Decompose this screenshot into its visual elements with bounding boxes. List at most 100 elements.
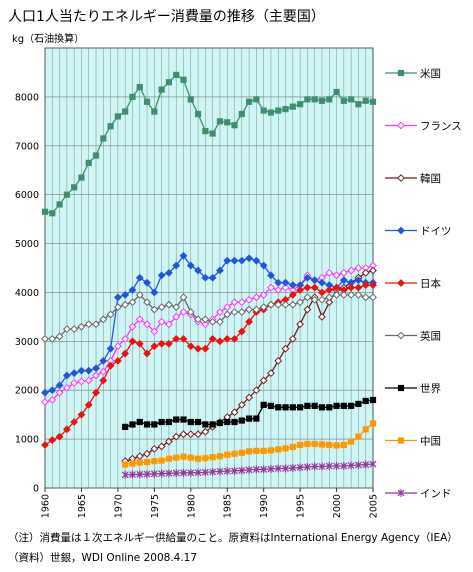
data-point xyxy=(348,438,355,445)
data-point xyxy=(55,381,64,390)
data-point xyxy=(194,455,202,462)
legend-marker xyxy=(397,384,405,392)
data-point xyxy=(216,419,224,427)
data-point xyxy=(245,295,253,304)
data-point xyxy=(85,159,92,166)
data-point xyxy=(333,442,340,449)
data-point xyxy=(275,404,282,411)
data-point xyxy=(179,334,188,343)
y-tick-label: 0 xyxy=(33,484,39,495)
data-point xyxy=(369,420,377,427)
data-point xyxy=(113,342,122,351)
legend-marker xyxy=(397,121,405,130)
data-point xyxy=(354,290,363,299)
data-point xyxy=(187,454,194,461)
data-point xyxy=(259,261,268,270)
legend-label: ドイツ xyxy=(420,226,452,238)
data-point xyxy=(340,402,347,409)
data-point xyxy=(106,344,115,353)
data-point xyxy=(348,96,355,103)
data-point xyxy=(41,208,49,215)
data-point xyxy=(165,418,173,426)
data-point xyxy=(158,86,165,93)
data-point xyxy=(318,441,326,448)
data-point xyxy=(92,388,100,397)
data-point xyxy=(48,334,57,343)
data-point xyxy=(318,295,326,304)
data-point xyxy=(165,469,173,478)
data-point xyxy=(158,469,166,478)
data-point xyxy=(288,334,297,343)
data-point xyxy=(274,464,282,473)
data-point xyxy=(180,416,187,423)
data-point xyxy=(143,421,151,428)
data-point xyxy=(77,366,86,375)
data-point xyxy=(172,303,181,312)
data-point xyxy=(99,367,108,376)
data-point xyxy=(143,449,151,458)
data-point xyxy=(245,415,253,422)
plot-background xyxy=(44,47,374,489)
data-point xyxy=(194,110,202,118)
data-point xyxy=(223,303,232,312)
data-point xyxy=(245,393,253,402)
data-point xyxy=(70,325,79,334)
data-point xyxy=(361,268,370,277)
data-point xyxy=(325,462,333,470)
legend-entry: 米国 xyxy=(385,67,441,80)
data-point xyxy=(318,462,326,471)
data-point xyxy=(361,281,370,290)
y-tick-label: 4000 xyxy=(15,288,39,299)
data-point xyxy=(332,283,341,292)
data-point xyxy=(231,466,238,475)
data-point xyxy=(48,436,57,444)
data-point xyxy=(151,458,158,465)
data-point xyxy=(304,402,311,409)
data-point xyxy=(245,465,253,474)
legend-label: 世界 xyxy=(420,383,441,395)
data-point xyxy=(179,430,188,439)
data-point xyxy=(260,401,267,408)
legend-label: 日本 xyxy=(420,277,441,290)
data-point xyxy=(121,300,130,309)
series-0 xyxy=(41,71,377,217)
data-point xyxy=(348,402,355,409)
legend-marker xyxy=(397,69,405,77)
data-point xyxy=(151,108,158,115)
data-point xyxy=(55,432,64,441)
data-point xyxy=(157,271,166,280)
data-point xyxy=(355,433,362,440)
data-point xyxy=(208,317,217,326)
data-point xyxy=(157,442,166,451)
data-point xyxy=(282,445,289,452)
data-point xyxy=(194,266,202,275)
data-point xyxy=(55,332,64,341)
data-point xyxy=(369,281,377,290)
data-point xyxy=(253,447,260,454)
data-point xyxy=(92,371,100,380)
data-point xyxy=(216,337,224,346)
data-point xyxy=(259,290,268,299)
data-point xyxy=(201,344,210,353)
data-point xyxy=(157,303,166,312)
data-point xyxy=(332,271,341,280)
data-point xyxy=(70,418,79,426)
data-point xyxy=(202,128,209,135)
grid xyxy=(45,48,373,488)
data-point xyxy=(339,276,348,285)
data-point xyxy=(339,290,348,299)
data-point xyxy=(245,254,253,263)
data-point xyxy=(238,466,246,475)
data-point xyxy=(121,334,130,343)
data-point xyxy=(326,404,333,411)
data-point xyxy=(310,295,319,304)
x-tick-label: 1975 xyxy=(150,494,161,518)
x-tick-label: 2000 xyxy=(332,494,343,518)
data-point xyxy=(252,305,261,314)
data-point xyxy=(122,423,129,430)
series-line xyxy=(44,74,374,214)
data-point xyxy=(304,96,311,103)
legend-label: 英国 xyxy=(420,330,441,343)
data-point xyxy=(340,462,348,470)
data-point xyxy=(311,402,318,409)
